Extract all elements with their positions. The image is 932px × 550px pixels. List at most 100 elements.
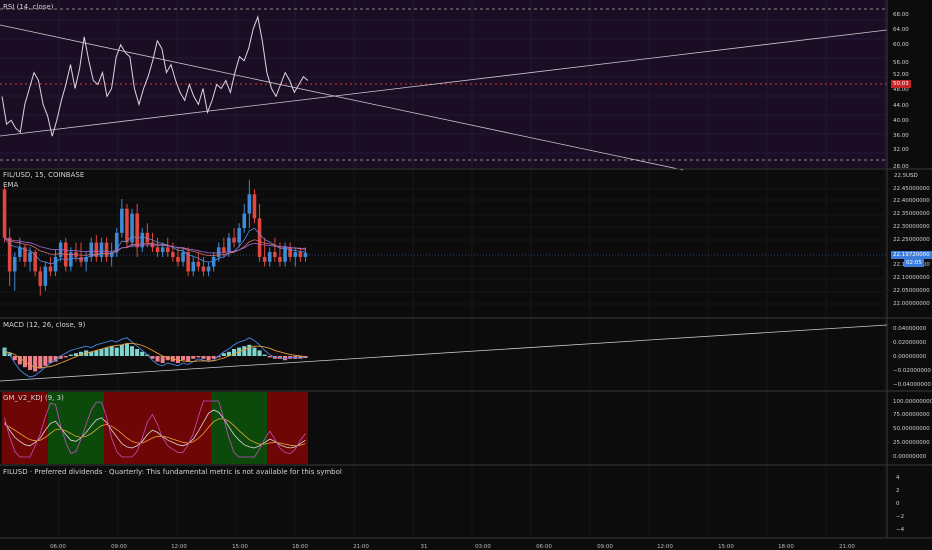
kdj-axis-tick: 25.00000000 — [893, 440, 930, 446]
candle-body — [257, 218, 262, 257]
macd-histogram-bar — [155, 356, 160, 362]
macd-axis-tick: −0.02000000 — [893, 368, 931, 374]
candle-body — [160, 247, 165, 253]
price-axis-tick: 22.45000000 — [893, 186, 930, 192]
rsi-line — [1, 15, 309, 137]
candle-body — [114, 232, 119, 253]
candle-body — [216, 247, 221, 257]
time-axis-tick: 21:00 — [839, 544, 855, 550]
macd-histogram-bar — [221, 353, 226, 356]
macd-histogram-bar — [68, 354, 73, 356]
rsi-axis-tick: 32.00 — [893, 147, 909, 153]
candle-body — [109, 252, 114, 257]
macd-axis-tick: −0.04000000 — [893, 382, 931, 388]
candle-body — [267, 252, 272, 262]
symbol-label[interactable]: FIL/USD, 15, COINBASE — [3, 171, 85, 179]
candle-body — [23, 247, 27, 262]
time-axis-tick: 06:00 — [50, 544, 66, 550]
macd-histogram-bar — [160, 356, 165, 363]
ema-line — [4, 237, 306, 254]
macd-histogram-bar — [226, 351, 231, 356]
candle-body — [206, 266, 211, 272]
macd-histogram-bar — [38, 356, 43, 369]
macd-histogram-bar — [191, 356, 196, 359]
candle-body — [222, 247, 226, 253]
macd-histogram-bar — [119, 344, 124, 356]
ema-label[interactable]: EMA — [3, 181, 19, 189]
candle-body — [227, 237, 231, 253]
macd-histogram-bar — [165, 356, 170, 361]
time-axis-tick: 09:00 — [597, 544, 613, 550]
candle-body — [283, 247, 287, 262]
price-axis-tick: 22.35000000 — [893, 211, 930, 217]
rsi-axis-tick: 44.00 — [893, 103, 909, 109]
kdj-k-line — [4, 409, 306, 449]
top-price-tick: 22.5 — [894, 173, 907, 179]
candle-body — [171, 252, 175, 257]
kdj-axis-tick: 0.00000000 — [893, 454, 927, 460]
trendline-ascending — [0, 29, 888, 137]
candle-body — [237, 228, 241, 243]
candle-body — [201, 266, 206, 272]
rsi-value-badge: 50.03 — [891, 80, 911, 88]
time-axis-tick: 21:00 — [353, 544, 369, 550]
candle-body — [89, 242, 94, 257]
macd-histogram-bar — [94, 350, 99, 356]
macd-histogram-bar — [242, 346, 247, 356]
candle-body — [247, 194, 252, 214]
rsi-pane-background — [0, 0, 887, 168]
macd-histogram-bar — [257, 350, 262, 356]
candle-body — [120, 208, 124, 233]
kdj-d-line — [4, 418, 306, 447]
macd-histogram-bar — [262, 354, 267, 356]
candle-body — [145, 232, 150, 243]
kdj-axis-tick: 75.00000000 — [893, 412, 930, 418]
fundamental-axis-tick: −4 — [896, 527, 905, 533]
candle-body — [278, 256, 282, 262]
time-axis-tick: 12:00 — [171, 544, 187, 550]
macd-axis-tick: 0.04000000 — [893, 326, 927, 332]
macd-histogram-bar — [130, 346, 135, 356]
fundamental-pane-label[interactable]: FILUSD · Preferred dividends · Quarterly… — [3, 468, 342, 476]
candle-body — [99, 242, 104, 257]
candle-body — [28, 252, 32, 262]
macd-histogram-bar — [104, 347, 109, 356]
price-axis-tick: 22.40000000 — [893, 198, 930, 204]
time-axis-tick: 31 — [421, 544, 428, 550]
macd-pane-label[interactable]: MACD (12, 26, close, 9) — [3, 321, 86, 329]
kdj-j-line — [4, 400, 306, 458]
kdj-zone — [267, 392, 308, 464]
rsi-axis-tick: 48.00 — [893, 87, 909, 93]
fundamental-axis-tick: 4 — [896, 475, 900, 481]
macd-histogram-bar — [12, 356, 17, 361]
currency-label[interactable]: USD — [906, 173, 918, 179]
kdj-pane-label[interactable]: GM_V2_KDJ (9, 3) — [3, 394, 64, 402]
macd-histogram-bar — [283, 356, 288, 361]
candle-body — [176, 256, 180, 262]
macd-histogram-bar — [99, 349, 104, 356]
candle-body — [125, 208, 129, 243]
time-axis-tick: 06:00 — [536, 544, 552, 550]
macd-histogram-bar — [43, 356, 48, 366]
candle-body — [58, 242, 63, 257]
macd-histogram-bar — [181, 356, 186, 361]
macd-line — [4, 337, 306, 378]
candle-body — [53, 256, 58, 272]
candle-body — [18, 247, 22, 257]
candle-body — [2, 189, 7, 238]
macd-histogram-bar — [89, 351, 94, 356]
rsi-axis-tick: 68.00 — [893, 12, 909, 18]
candle-body — [69, 252, 73, 267]
candle-body — [288, 247, 292, 257]
macd-histogram-bar — [216, 356, 221, 358]
candle-body — [43, 266, 48, 286]
macd-histogram-bar — [33, 356, 38, 372]
candle-body — [273, 252, 277, 257]
candle-body — [242, 213, 247, 229]
rsi-pane-label[interactable]: RSI (14, close) — [3, 3, 54, 11]
time-axis-tick: 15:00 — [718, 544, 734, 550]
candle-body — [186, 252, 190, 272]
candle-body — [94, 242, 99, 257]
